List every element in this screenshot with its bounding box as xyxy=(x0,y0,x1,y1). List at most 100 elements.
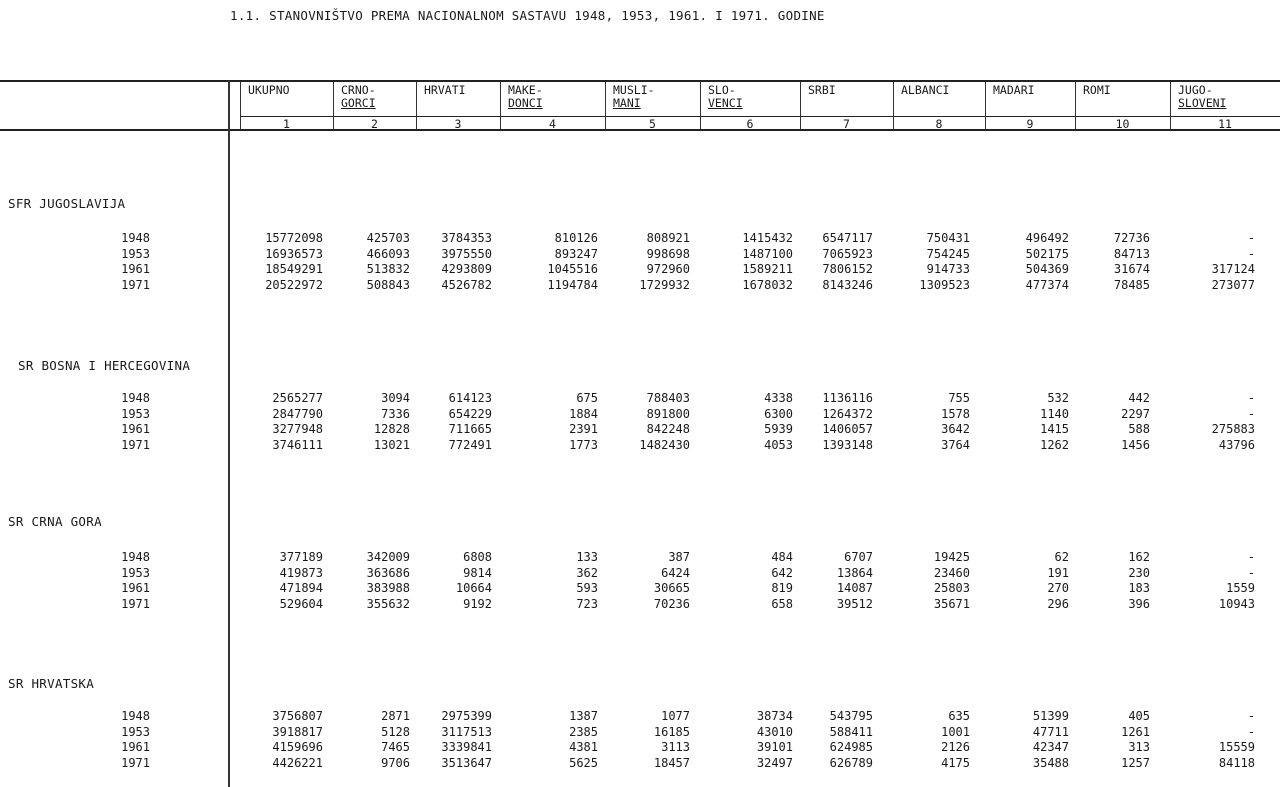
table-cell: 16185 xyxy=(653,724,690,739)
table-cell: 466093 xyxy=(366,246,410,261)
table-cell: 1578 xyxy=(941,406,970,421)
table-cell: 38734 xyxy=(756,709,793,723)
table-cell: 529604 xyxy=(279,597,323,612)
row-year: 1953 xyxy=(121,565,150,580)
table-cell: 405 xyxy=(1128,709,1150,723)
column-header-label: SRBI xyxy=(808,83,836,97)
table-cell: 3746111 xyxy=(272,438,323,453)
row-year: 1953 xyxy=(121,246,150,261)
table-cell: 4526782 xyxy=(441,278,492,293)
table-cell: 3113 xyxy=(661,740,690,755)
table-cell: 442 xyxy=(1128,391,1150,405)
column-divider xyxy=(985,82,986,129)
table-cell: 39512 xyxy=(836,597,873,612)
table-cell: 750431 xyxy=(926,231,970,245)
table-cell: - xyxy=(1247,406,1255,421)
table-cell: 6547117 xyxy=(822,231,873,245)
table-cell: 15559 xyxy=(1218,740,1255,755)
table-cell: 3918817 xyxy=(272,724,323,739)
table-cell: 2975399 xyxy=(441,709,492,723)
table-cell: - xyxy=(1247,246,1255,261)
table-cell: 1487100 xyxy=(742,246,793,261)
table-cell: 425703 xyxy=(366,231,410,245)
table-cell: 624985 xyxy=(829,740,873,755)
table-cell: 419873 xyxy=(279,565,323,580)
table-cell: 1261 xyxy=(1121,724,1150,739)
table-cell: 230 xyxy=(1128,565,1150,580)
table-cell: 3756807 xyxy=(272,709,323,723)
table-cell: 471894 xyxy=(279,581,323,596)
table-cell: 614123 xyxy=(448,391,492,405)
table-cell: 654229 xyxy=(448,406,492,421)
table-cell: 9192 xyxy=(463,597,492,612)
table-cell: 16936573 xyxy=(265,246,323,261)
table-cell: 972960 xyxy=(646,262,690,277)
table-cell: 810126 xyxy=(554,231,598,245)
column-header: ALBANCI xyxy=(893,84,985,97)
column-header-label: UKUPNO xyxy=(248,83,290,97)
row-year: 1948 xyxy=(121,550,150,564)
table-cell: 7336 xyxy=(381,406,410,421)
table-cell: 1309523 xyxy=(919,278,970,293)
table-cell: 39101 xyxy=(756,740,793,755)
table-cell: 3764 xyxy=(941,438,970,453)
table-cell: 1001 xyxy=(941,724,970,739)
table-cell: 914733 xyxy=(926,262,970,277)
table-cell: 10943 xyxy=(1218,597,1255,612)
table-cell: 5625 xyxy=(569,756,598,771)
row-year: 1971 xyxy=(121,597,150,612)
table-cell: 9814 xyxy=(463,565,492,580)
table-cell: 10664 xyxy=(455,581,492,596)
table-cell: 13021 xyxy=(373,438,410,453)
table-cell: 6707 xyxy=(844,550,873,564)
column-header: UKUPNO xyxy=(240,84,333,97)
section-label: SR CRNA GORA xyxy=(8,514,102,529)
table-cell: 532 xyxy=(1047,391,1069,405)
column-header: JUGO- SLOVENI xyxy=(1170,84,1280,110)
table-cell: 808921 xyxy=(646,231,690,245)
table-cell: 355632 xyxy=(366,597,410,612)
table-cell: 313 xyxy=(1128,740,1150,755)
table-cell: - xyxy=(1247,709,1255,723)
table-cell: 1884 xyxy=(569,406,598,421)
table-cell: 4426221 xyxy=(272,756,323,771)
table-cell: 296 xyxy=(1047,597,1069,612)
column-divider xyxy=(416,82,417,129)
table-cell: 1045516 xyxy=(547,262,598,277)
table-cell: 15772098 xyxy=(265,231,323,245)
table-cell: 588411 xyxy=(829,724,873,739)
table-cell: 998698 xyxy=(646,246,690,261)
column-number: 5 xyxy=(649,117,656,131)
column-number: 2 xyxy=(371,117,378,131)
header-bottom-rule xyxy=(0,129,1280,131)
table-cell: 3339841 xyxy=(441,740,492,755)
table-cell: 754245 xyxy=(926,246,970,261)
table-cell: 342009 xyxy=(366,550,410,564)
column-divider xyxy=(1075,82,1076,129)
table-cell: 84118 xyxy=(1218,756,1255,771)
column-divider xyxy=(333,82,334,129)
table-cell: 84713 xyxy=(1113,246,1150,261)
table-cell: 2565277 xyxy=(272,391,323,405)
table-cell: 133 xyxy=(576,550,598,564)
row-year: 1948 xyxy=(121,391,150,405)
table-cell: 675 xyxy=(576,391,598,405)
header-number-rule xyxy=(240,116,1280,117)
column-header-label: DONCI xyxy=(508,96,543,110)
table-cell: 1729932 xyxy=(639,278,690,293)
table-cell: 23460 xyxy=(933,565,970,580)
column-number: 11 xyxy=(1218,117,1232,131)
table-cell: 1773 xyxy=(569,438,598,453)
table-cell: 2126 xyxy=(941,740,970,755)
table-top-rule xyxy=(0,80,1280,82)
table-cell: 7065923 xyxy=(822,246,873,261)
table-cell: 1415432 xyxy=(742,231,793,245)
table-cell: 317124 xyxy=(1211,262,1255,277)
table-cell: 3784353 xyxy=(441,231,492,245)
table-cell: 35671 xyxy=(933,597,970,612)
column-header: CRNO- GORCI xyxy=(333,84,416,110)
table-cell: 3642 xyxy=(941,422,970,437)
table-cell: 1559 xyxy=(1226,581,1255,596)
table-cell: - xyxy=(1247,391,1255,405)
table-cell: 2847790 xyxy=(272,406,323,421)
